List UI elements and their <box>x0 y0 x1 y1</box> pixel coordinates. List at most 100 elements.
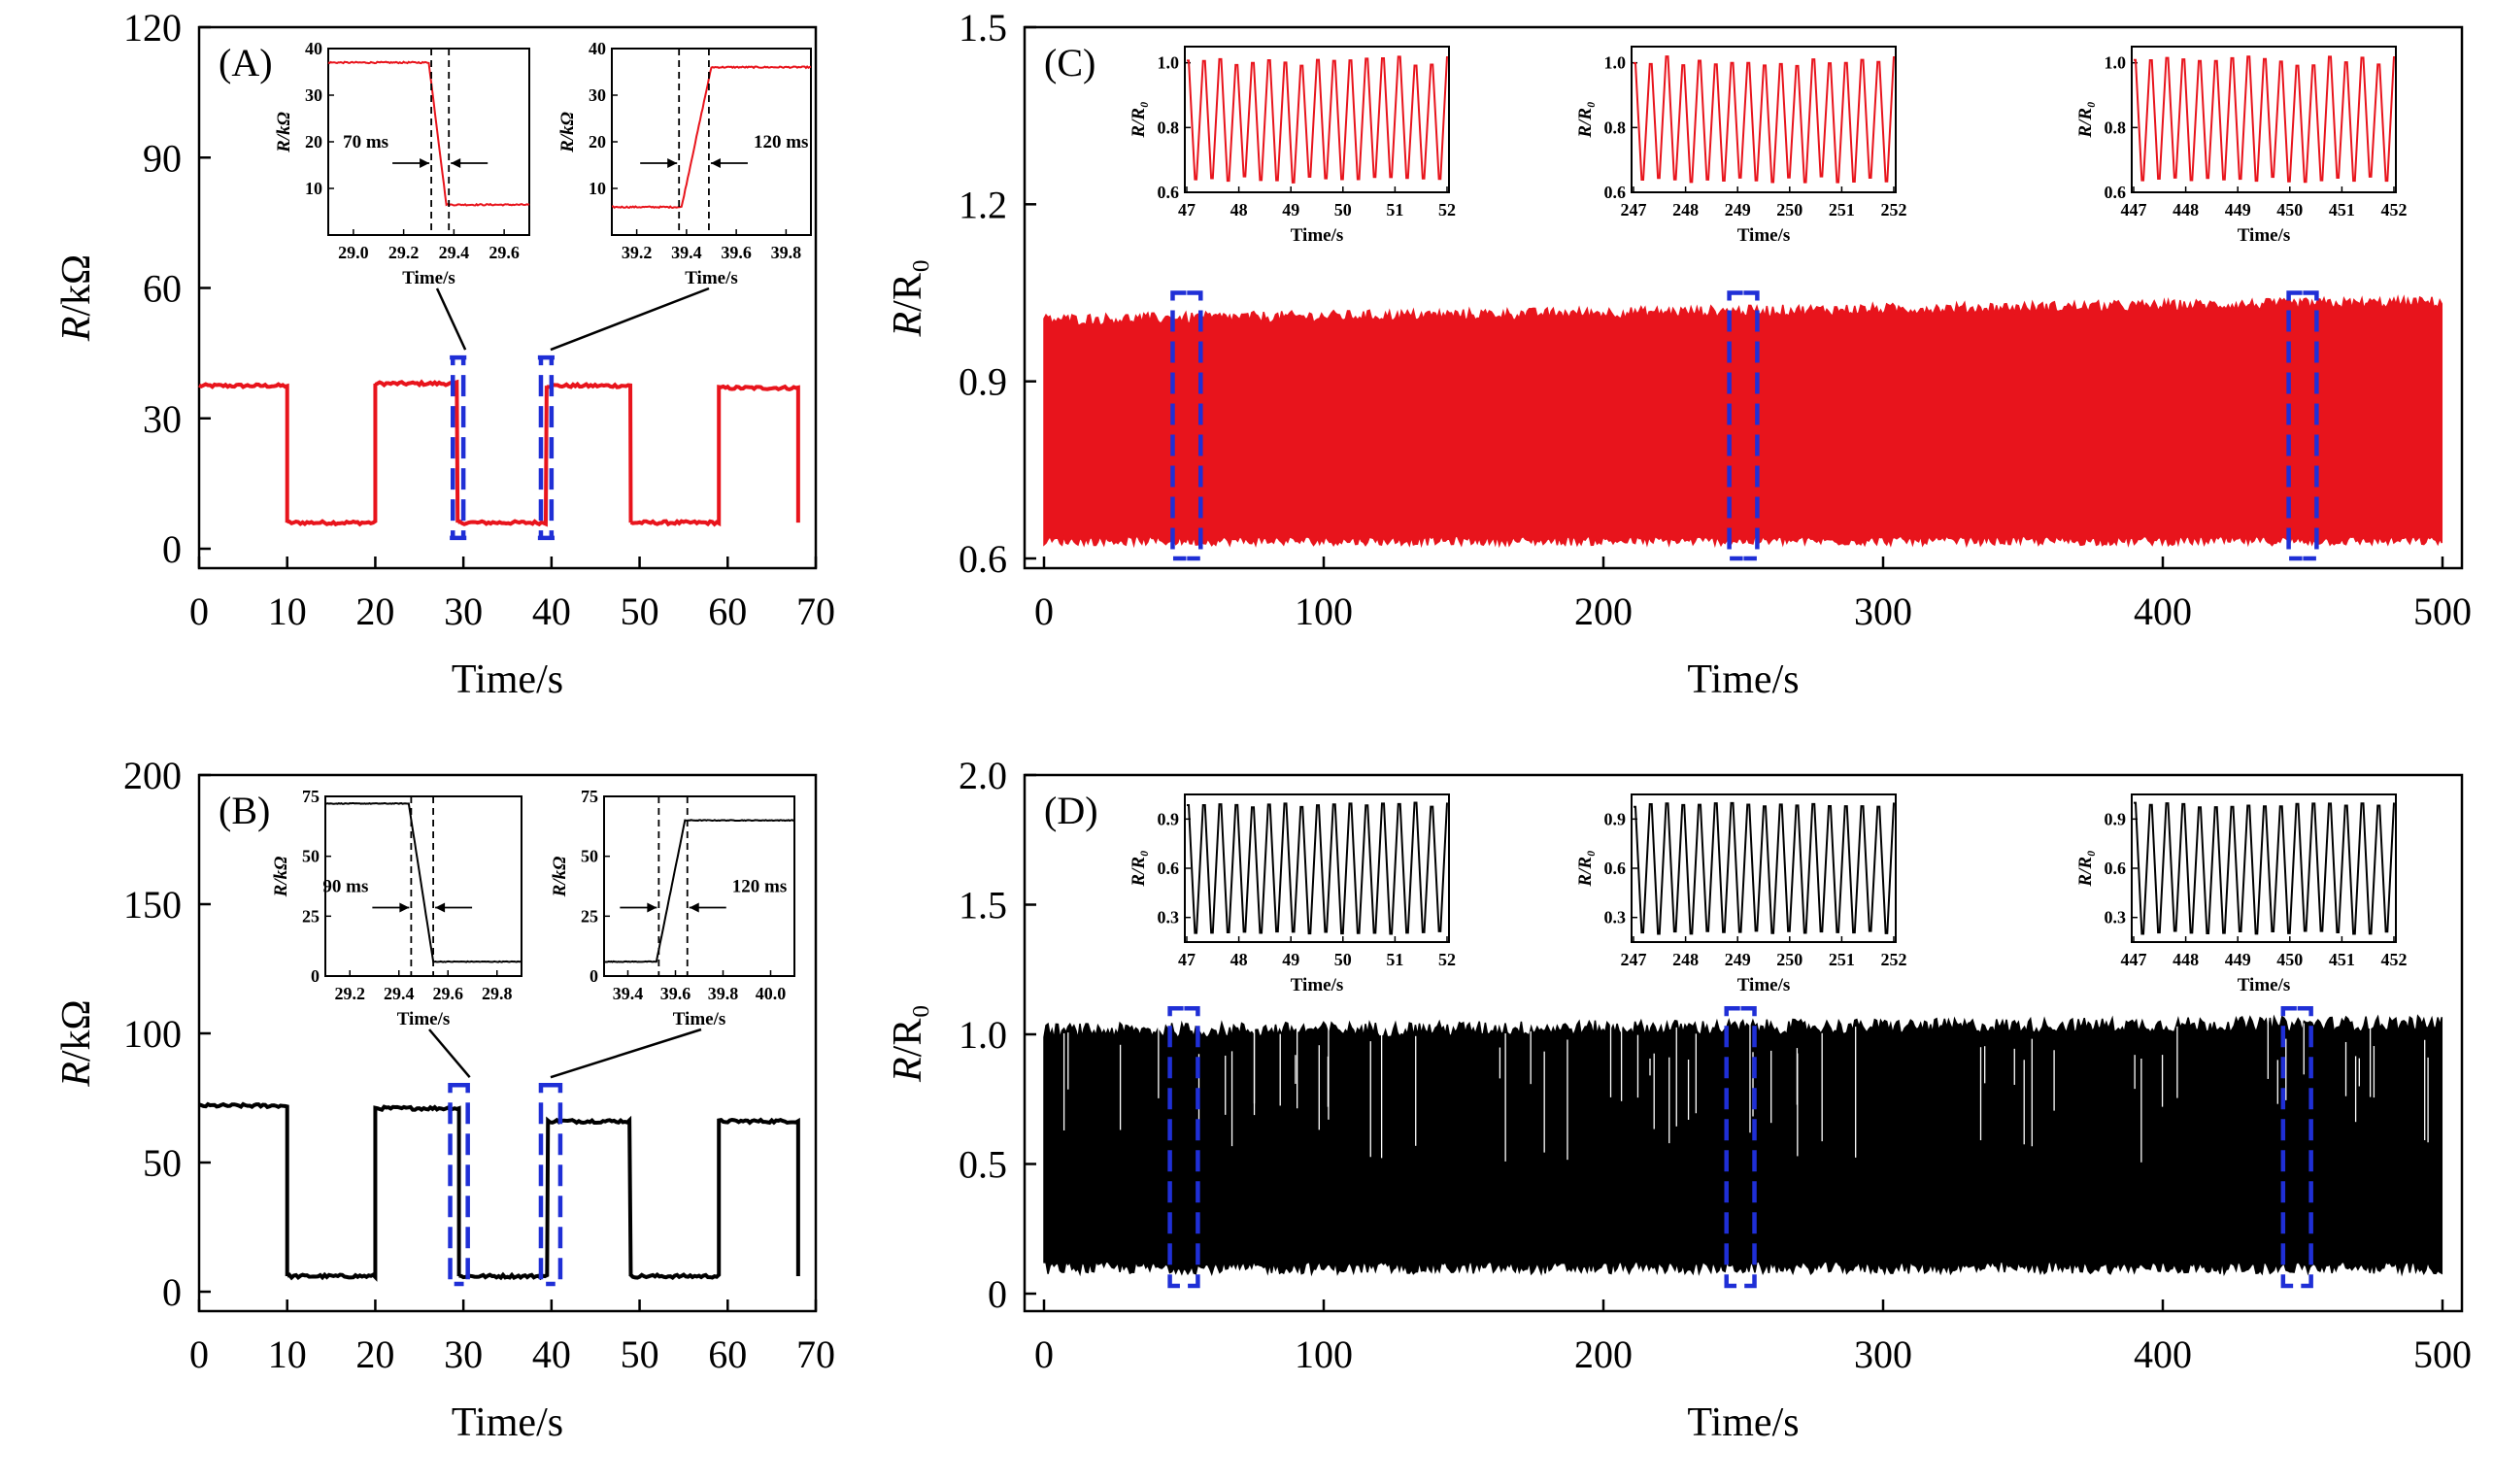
highlight-bracket <box>450 354 467 541</box>
y-axis-label-italic: R <box>886 1057 930 1083</box>
inset-plot: 447 448 449 450 451 452 0.3 0.6 0.9 Time/s R/R₀ <box>2075 793 2408 995</box>
x-axis-label: Time/s <box>1687 1400 1799 1445</box>
inset-data-line <box>327 60 530 207</box>
inset-x-tick-label: 51 <box>1386 200 1403 219</box>
inset-plot: 39.4 39.6 39.8 40.0 0 25 50 75 Time/s R/kΩ 120 ms <box>550 787 795 1029</box>
inset-y-label: R/kΩ <box>274 112 294 153</box>
y-tick-label: 1.0 <box>959 1013 1007 1057</box>
y-tick-label: 100 <box>123 1012 182 1056</box>
inset-x-tick-label: 249 <box>1725 200 1751 219</box>
inset-x-tick-label: 29.4 <box>439 243 470 262</box>
y-tick-label: 2.0 <box>959 754 1007 797</box>
data-line <box>198 379 800 527</box>
inset-y-tick-label: 40 <box>589 39 606 58</box>
inset-y-tick-label: 50 <box>302 847 320 866</box>
inset-x-tick-label: 447 <box>2121 950 2147 969</box>
inset-y-tick-label: 10 <box>305 179 322 198</box>
inset-y-tick-label: 0.8 <box>1158 118 1180 137</box>
inset-arrowhead <box>647 902 657 913</box>
x-axis-label: Time/s <box>1687 658 1799 702</box>
inset-x-label: Time/s <box>673 1009 726 1029</box>
inset-data-line <box>603 819 795 963</box>
inset-arrowhead <box>399 902 410 913</box>
inset-x-tick-label: 39.6 <box>721 243 752 262</box>
y-tick-label: 0.6 <box>959 537 1007 581</box>
inset-y-tick-label: 0.6 <box>2105 183 2127 202</box>
inset-x-tick-label: 451 <box>2329 950 2355 969</box>
x-tick-label: 20 <box>355 1332 394 1376</box>
data-line <box>198 1101 800 1282</box>
y-axis-label-unit: /R₀ <box>886 259 930 312</box>
x-tick-label: 0 <box>189 1332 209 1376</box>
inset-y-label: R/R₀ <box>1129 850 1149 887</box>
inset-y-tick-label: 30 <box>305 85 322 105</box>
y-tick-label: 150 <box>123 883 182 927</box>
inset-x-tick-label: 252 <box>1881 200 1907 219</box>
inset-data-line <box>2134 801 2395 935</box>
inset-x-tick-label: 247 <box>1621 200 1647 219</box>
inset-x-tick-label: 252 <box>1881 950 1907 969</box>
highlight-bracket <box>1727 290 1760 561</box>
inset-plot: 447 448 449 450 451 452 0.6 0.8 1.0 Time/s R/R₀ <box>2075 46 2408 246</box>
x-tick-label: 70 <box>796 1332 835 1376</box>
inset-x-tick-label: 452 <box>2381 200 2408 219</box>
inset-y-tick-label: 0.6 <box>1158 859 1180 878</box>
y-tick-label: 50 <box>143 1141 182 1185</box>
inset-y-tick-label: 0.6 <box>1604 859 1627 878</box>
inset-x-tick-label: 50 <box>1334 950 1352 969</box>
x-tick-label: 400 <box>2134 1332 2192 1376</box>
panel-D: 0 100 200 300 400 500 0 0.5 1.0 1.5 2.0 Time/s R/R₀ (… <box>886 754 2472 1445</box>
inset-x-tick-label: 50 <box>1334 200 1352 219</box>
y-axis-label: R/R₀ <box>886 1004 930 1083</box>
inset-x-tick-label: 251 <box>1829 950 1855 969</box>
inset-y-tick-label: 0 <box>311 966 320 986</box>
panel-label: (A) <box>219 41 273 84</box>
y-tick-label: 0.5 <box>959 1143 1007 1187</box>
inset-plot: 39.2 39.4 39.6 39.8 10 20 30 40 Time/s R/kΩ 120 ms <box>557 39 812 288</box>
inset-y-tick-label: 0.8 <box>2105 118 2127 137</box>
inset-y-tick-label: 1.0 <box>1604 53 1627 73</box>
x-axis-label: Time/s <box>452 1400 563 1445</box>
y-tick-label: 0 <box>162 527 182 571</box>
highlight-bracket <box>1170 290 1203 561</box>
inset-x-tick-label: 49 <box>1282 950 1299 969</box>
highlight-bracket <box>448 1082 470 1287</box>
x-tick-label: 100 <box>1295 590 1353 633</box>
y-tick-label: 1.5 <box>959 884 1007 928</box>
y-tick-label: 1.5 <box>959 6 1007 50</box>
x-tick-label: 40 <box>532 1332 571 1376</box>
inset-x-tick-label: 48 <box>1230 950 1248 969</box>
inset-x-tick-label: 29.6 <box>433 984 464 1003</box>
inset-arrowhead <box>420 158 430 168</box>
inset-y-tick-label: 30 <box>589 85 606 105</box>
inset-x-tick-label: 247 <box>1621 950 1647 969</box>
x-tick-label: 70 <box>796 590 835 633</box>
y-axis-label-unit: /R₀ <box>886 1004 930 1057</box>
inset-x-tick-label: 39.8 <box>708 984 739 1003</box>
inset-x-tick-label: 47 <box>1178 950 1196 969</box>
x-tick-label: 500 <box>2413 1332 2472 1376</box>
x-tick-label: 500 <box>2413 590 2472 633</box>
inset-y-tick-label: 0 <box>590 966 598 986</box>
inset-y-tick-label: 0.3 <box>2105 908 2127 928</box>
y-axis-label-italic: R <box>54 1062 99 1088</box>
inset-x-tick-label: 29.2 <box>335 984 366 1003</box>
inset-arrowhead <box>667 158 678 168</box>
panel-C: 0 100 200 300 400 500 0.6 0.9 1.2 1.5 Time/s R/R₀ (C… <box>886 6 2472 702</box>
inset-x-tick-label: 51 <box>1386 950 1403 969</box>
inset-y-tick-label: 0.6 <box>1604 183 1627 202</box>
inset-x-tick-label: 39.2 <box>622 243 653 262</box>
inset-x-tick-label: 448 <box>2173 950 2199 969</box>
x-tick-label: 300 <box>1854 590 1912 633</box>
y-tick-label: 90 <box>143 136 182 180</box>
panel-label: (D) <box>1044 789 1098 832</box>
panel-A: 0 10 20 30 40 50 60 700306090120Time/sR/kΩ(A)29… <box>54 6 835 702</box>
inset-x-label: Time/s <box>2238 225 2291 246</box>
inset-data-line <box>2134 55 2395 184</box>
x-tick-label: 60 <box>708 590 747 633</box>
panel-label: (C) <box>1044 41 1095 84</box>
y-axis-label-unit: /kΩ <box>54 254 99 317</box>
x-tick-label: 50 <box>621 1332 659 1376</box>
highlight-bracket <box>1167 1006 1200 1289</box>
inset-x-label: Time/s <box>1291 975 1344 995</box>
